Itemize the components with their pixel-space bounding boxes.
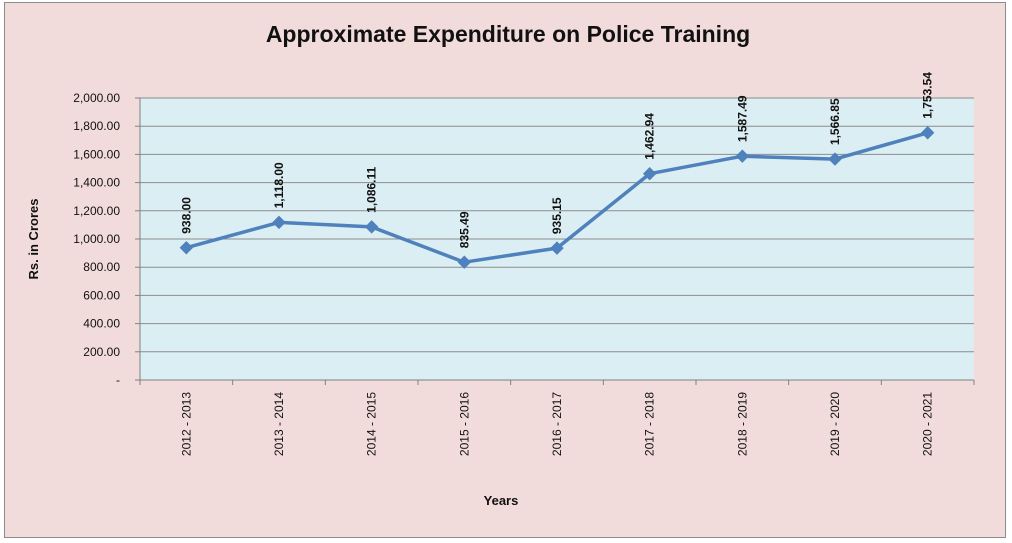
y-tick-label: - (116, 373, 120, 387)
data-point (642, 167, 657, 181)
y-tick-label: 200.00 (83, 345, 120, 359)
data-point (828, 152, 842, 166)
y-tick-label: 400.00 (83, 317, 120, 331)
data-label: 1,086.11 (365, 166, 379, 212)
y-tick-label: 1,000.00 (73, 232, 120, 246)
data-point (364, 220, 379, 234)
data-labels: 938.00 1,118.00 1,086.11 835.49 935.15 1,462.… (179, 72, 934, 248)
y-tick-label: 600.00 (83, 288, 120, 302)
y-axis-ticks: - 200.00 400.00 600.00 800.00 1,000.00 1,200.0… (73, 91, 140, 387)
data-point (272, 215, 286, 230)
chart-title: Approximate Expenditure on Police Traini… (266, 21, 750, 47)
x-tick-label: 2018 - 2019 (735, 392, 749, 456)
data-point (735, 149, 750, 163)
data-label: 938.00 (179, 197, 193, 234)
x-tick-label: 2020 - 2021 (921, 392, 935, 456)
x-axis-title: Years (484, 493, 519, 508)
y-tick-label: 1,600.00 (73, 147, 120, 161)
data-label: 1,566.85 (828, 98, 842, 145)
data-label: 1,753.54 (921, 72, 935, 119)
series-markers (179, 126, 935, 269)
y-tick-label: 800.00 (83, 260, 120, 274)
data-point (457, 255, 472, 269)
data-label: 1,118.00 (272, 162, 286, 208)
data-point (920, 126, 935, 140)
gridlines (140, 97, 974, 353)
data-label: 1,462.94 (643, 113, 657, 160)
y-tick-label: 1,200.00 (73, 204, 120, 218)
axes (139, 98, 974, 381)
y-tick-label: 1,400.00 (73, 176, 120, 190)
data-label: 1,587.49 (735, 95, 749, 142)
data-label: 935.15 (550, 197, 564, 234)
data-point (550, 241, 564, 255)
x-tick-label: 2013 - 2014 (272, 392, 286, 456)
data-label: 835.49 (457, 211, 471, 248)
data-point (179, 241, 194, 255)
y-axis-title: Rs. in Crores (26, 199, 41, 280)
x-tick-label: 2014 - 2015 (365, 392, 379, 456)
x-tick-label: 2017 - 2018 (643, 392, 657, 456)
y-tick-label: 2,000.00 (73, 91, 120, 105)
y-tick-label: 1,800.00 (73, 119, 120, 133)
x-tick-label: 2012 - 2013 (179, 392, 193, 456)
x-axis-ticks: 2012 - 2013 2013 - 2014 2014 - 2015 2015 - … (139, 380, 975, 456)
x-tick-label: 2019 - 2020 (828, 392, 842, 456)
x-tick-label: 2016 - 2017 (550, 392, 564, 456)
x-tick-label: 2015 - 2016 (457, 392, 471, 456)
